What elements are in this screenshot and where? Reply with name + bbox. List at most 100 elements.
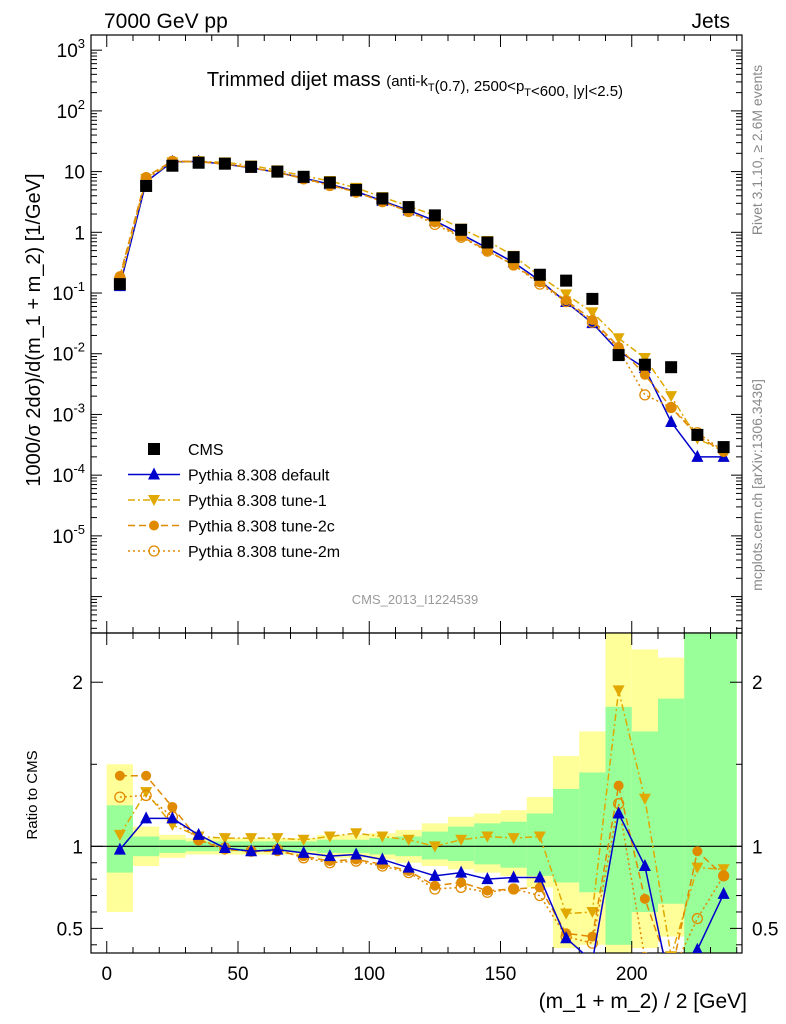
data-point [218,157,231,170]
ratio-data-point [533,870,546,883]
data-point [612,333,625,345]
ratio-data-point [717,886,730,899]
data-point [638,353,651,365]
ratio-data-point [642,952,648,953]
data-point [402,201,415,214]
ratio-data-point [507,870,520,883]
data-point [665,391,678,403]
ratio-band-inner [605,706,632,945]
data-point [560,296,572,308]
ratio-panel: 0 50 100 150 200 0.5 0.5 1 1 2 2 [57,632,778,985]
ratio-data-point [718,870,729,881]
ratio-data-point [113,829,126,841]
legend-label: Pythia 8.308 tune-2m [188,544,340,561]
x-tick-label: 100 [353,964,385,985]
ratio-data-point [533,831,546,843]
ratio-y-tick-label: 2 [72,673,83,694]
ratio-data-point [218,833,231,845]
main-y-tick-label: 10 [64,163,85,184]
ratio-data-point [141,770,152,781]
data-point [428,209,441,222]
main-y-tick-label: 10-5 [52,522,85,548]
ratio-y-tick-label-right: 1 [752,837,763,858]
ratio-data-point [481,831,494,843]
plot-title-main: Trimmed dijet mass [207,69,381,91]
data-point [140,179,153,192]
ratio-data-point [586,906,599,918]
data-point [455,223,468,236]
ratio-data-point [113,842,126,855]
ratio-data-point [666,969,676,979]
ratio-series-pythia-8-308-default [113,806,730,953]
ratio-data-point [376,831,389,843]
data-point [665,401,677,414]
legend-item: Pythia 8.308 default [128,467,330,485]
data-point [639,369,650,380]
analysis-watermark: CMS_2013_I1224539 [352,592,479,607]
ratio-data-point [481,886,494,898]
ratio-data-point [507,883,520,895]
main-y-tick-label: 10-1 [52,279,85,305]
data-point [586,292,599,305]
data-point [717,441,730,454]
ratio-data-point [323,849,336,862]
ratio-data-point [639,893,650,904]
ratio-data-point [429,880,440,891]
series-line [119,160,724,452]
ratio-data-point [638,793,651,805]
series-pythia-8-308-default [113,154,730,462]
ratio-series-line [119,811,725,953]
ratio-band-inner [579,772,606,893]
ratio-data-point [218,840,231,853]
legend-marker [148,467,160,480]
legend-label: CMS [188,442,224,459]
ratio-data-point [140,789,152,802]
plot-title-sub: (anti-kT(0.7), 2500<pT<600, |y|<2.5) [386,73,623,100]
ratio-data-point [429,883,441,895]
ratio-data-point [297,845,310,858]
ratio-data-point [691,912,704,925]
series-cms [113,156,730,454]
legend: CMS Pythia 8.308 default Pythia 8.308 tune… [128,442,340,561]
legend-label: Pythia 8.308 tune-2c [188,519,335,536]
series-line [119,160,724,458]
ratio-data-point [560,908,573,920]
ratio-data-point [166,811,179,824]
legend-marker [148,495,160,506]
ratio-data-point [692,846,703,857]
ratio-y-axis-label: Ratio to CMS [24,750,41,839]
ratio-data-point [665,951,678,953]
ratio-data-point [428,841,441,853]
ratio-band-inner [526,813,553,876]
ratio-data-point [691,862,704,874]
legend-marker [149,520,159,531]
data-point [691,449,704,462]
data-point [586,316,599,328]
legend-item: Pythia 8.308 tune-1 [128,493,327,510]
series-pythia-8-308-tune-2c [114,155,729,458]
ratio-data-point [586,937,599,949]
main-series-group [113,154,730,462]
legend-marker [148,545,160,557]
data-point [113,278,126,291]
ratio-data-point [323,831,336,843]
ratio-data-point [717,870,730,882]
data-point [533,268,546,281]
ratio-data-point [612,806,625,819]
main-y-axis-label: 1000/σ 2dσ)/d(m_1 + m_2) [1/GeV] [23,173,45,486]
legend-label: Pythia 8.308 default [188,468,330,485]
main-panel: 10-5 10-4 10-3 10-2 10-1 1 10 102 103 CMS Pythia 8… [52,34,743,634]
data-point [376,192,389,205]
legend-marker [148,443,160,455]
ratio-data-point [534,889,546,902]
data-point [271,165,284,178]
ratio-y-tick-label: 0.5 [57,919,83,940]
data-point [560,289,573,301]
x-tick-label: 200 [616,964,648,985]
ratio-series-group [113,685,730,979]
ratio-data-point [638,859,651,872]
ratio-series-pythia-8-308-tune-1 [113,685,730,953]
ratio-y-tick-label-right: 0.5 [752,919,778,940]
ratio-data-point [717,864,730,876]
data-point [297,170,310,183]
